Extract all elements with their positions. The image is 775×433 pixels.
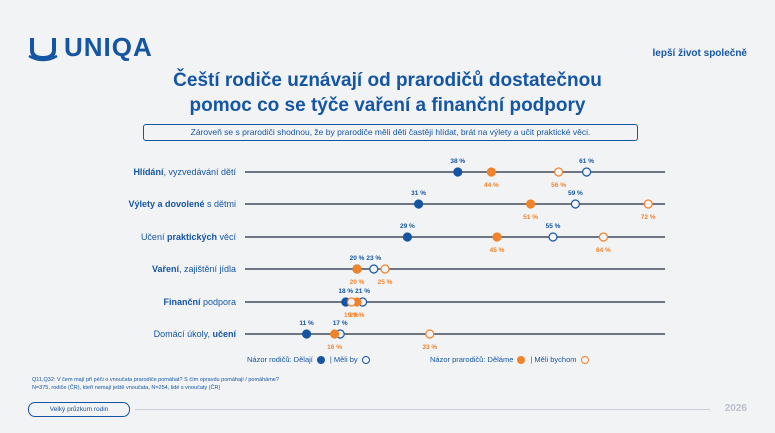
point-s3-r3: [380, 264, 390, 274]
page-title: Čeští rodiče uznávají od prarodičů dosta…: [0, 68, 775, 118]
data-label-s2-r5: 16 %: [327, 344, 342, 351]
subtitle: Zároveň se s prarodiči shodnou, že by pr…: [143, 124, 638, 141]
data-label-s2-r4: 20 %: [350, 312, 365, 319]
data-label-s3-r0: 56 %: [551, 182, 566, 189]
data-label-s2-r2: 45 %: [490, 247, 505, 254]
point-s3-r2: [598, 232, 609, 242]
legend-grand-would-label: | Měli bychom: [530, 355, 577, 364]
category-label-0: Hlídání, vyzvedávání dětí: [133, 167, 236, 177]
legend-grandparents: Názor prarodičů: Děláme | Měli bychom: [430, 355, 594, 364]
data-label-s0-r4: 18 %: [338, 288, 353, 295]
point-s0-r5: [302, 329, 312, 339]
point-s3-r1: [643, 199, 653, 209]
data-label-s1-r3: 23 %: [366, 255, 381, 262]
point-s0-r1: [414, 199, 424, 209]
data-label-s2-r3: 20 %: [350, 279, 365, 286]
point-s0-r0: [453, 167, 463, 177]
legend-parents-would-label: | Měli by: [329, 355, 358, 364]
legend-grand-open-marker: [580, 355, 589, 364]
point-s1-r0: [581, 167, 592, 177]
category-label-5: Domácí úkoly, učení: [154, 329, 237, 339]
point-s2-r1: [525, 199, 536, 209]
title-line-2: pomoc co se týče vaření a finanční podpo…: [189, 95, 586, 116]
point-s1-r2: [548, 232, 558, 242]
data-label-s3-r2: 64 %: [596, 247, 611, 254]
uniqa-logo-icon: [28, 37, 58, 61]
legend-grand-label: Názor prarodičů: Děláme: [430, 355, 514, 364]
uniqa-logo: UNIQA: [28, 32, 153, 63]
footnote-line-1: Q11,Q32: V čem mají při péči o vnoučata …: [32, 377, 279, 383]
year: 2026: [724, 403, 747, 414]
category-label-4: Finanční podpora: [163, 297, 236, 307]
point-s3-r4: [346, 297, 356, 307]
point-s2-r5: [330, 329, 340, 339]
data-label-s1-r0: 61 %: [579, 158, 594, 165]
category-label-3: Vaření, zajištění jídla: [152, 264, 236, 274]
data-label-s0-r0: 38 %: [450, 158, 465, 165]
legend-grand-filled-marker: [517, 355, 526, 364]
point-s3-r5: [425, 329, 435, 339]
category-label-2: Učení praktických věcí: [141, 232, 237, 242]
data-label-s1-r4: 21 %: [355, 288, 370, 295]
legend-parents-open-marker: [361, 355, 370, 364]
data-label-s2-r1: 51 %: [523, 214, 538, 221]
data-label-s2-r0: 44 %: [484, 182, 499, 189]
point-s2-r3: [352, 264, 362, 274]
point-s1-r3: [369, 264, 379, 274]
category-label-1: Výlety a dovolené s dětmi: [128, 199, 236, 209]
data-label-s3-r3: 25 %: [378, 279, 393, 286]
footer-divider: [135, 409, 710, 410]
tagline: lepší život společně: [652, 48, 747, 59]
data-label-s3-r1: 72 %: [641, 214, 656, 221]
data-label-s0-r3: 20 %: [350, 255, 365, 262]
data-label-s0-r1: 31 %: [411, 190, 426, 197]
point-s1-r1: [570, 199, 581, 209]
point-s0-r2: [402, 232, 412, 242]
legend-parents-label: Názor rodičů: Dělají: [247, 355, 313, 364]
footnote: Q11,Q32: V čem mají při péči o vnoučata …: [32, 376, 392, 392]
data-label-s1-r1: 59 %: [568, 190, 583, 197]
footnote-line-2: N=375, rodiče (ČR), kteří nemají ještě v…: [32, 385, 221, 391]
survey-badge: Velký průzkum rodin: [28, 402, 130, 417]
data-label-s3-r4: 19 %: [344, 312, 359, 319]
title-line-1: Čeští rodiče uznávají od prarodičů dosta…: [173, 70, 602, 91]
point-s2-r0: [486, 167, 496, 177]
legend-parents: Názor rodičů: Dělají | Měli by: [247, 355, 375, 364]
data-label-s1-r5: 17 %: [333, 320, 348, 327]
point-s3-r0: [553, 167, 564, 177]
brand-name: UNIQA: [64, 32, 153, 62]
point-s2-r2: [492, 232, 502, 242]
data-label-s1-r2: 55 %: [546, 223, 561, 230]
legend-parents-filled-marker: [316, 355, 325, 364]
data-label-s0-r5: 11 %: [299, 320, 314, 327]
data-label-s3-r5: 33 %: [422, 344, 437, 351]
data-label-s0-r2: 29 %: [400, 223, 415, 230]
